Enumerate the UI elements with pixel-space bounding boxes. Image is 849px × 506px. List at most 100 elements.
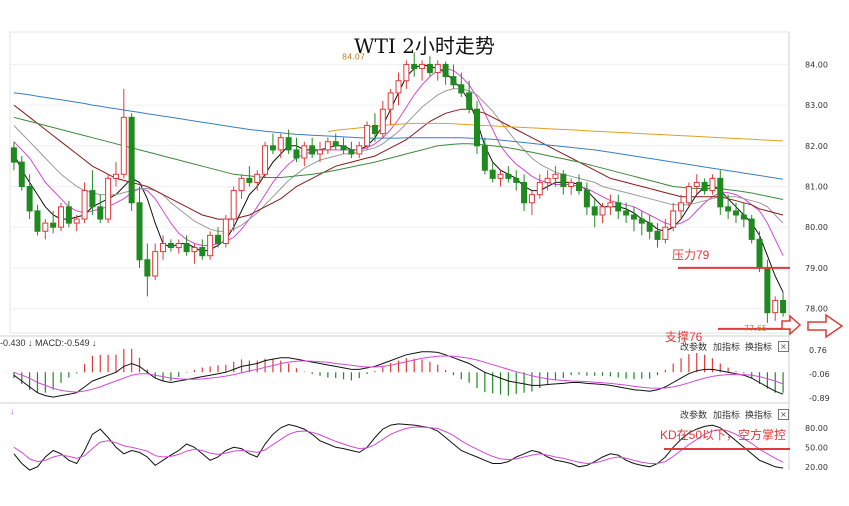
candle-body (591, 206, 598, 216)
chart-frame (0, 31, 790, 470)
candle-body (740, 214, 747, 220)
macd-change-params-button[interactable]: 改参数 (680, 342, 708, 352)
candle-body (717, 177, 724, 208)
high-label: 84.07 (342, 53, 365, 62)
ma-line (327, 122, 784, 142)
down-arrow-icon (781, 314, 802, 336)
candle-body (764, 267, 771, 314)
macd-tick-label: -0.06 (809, 370, 830, 379)
kd-close-button[interactable]: × (778, 409, 789, 420)
candle-body (309, 145, 316, 155)
candle-body (654, 230, 661, 240)
candle-body (599, 206, 606, 216)
candle-body (65, 206, 72, 224)
candle-body (317, 149, 324, 155)
candle-body (513, 177, 520, 183)
candle-body (756, 238, 763, 269)
candle-body (73, 218, 80, 224)
candle-body (191, 247, 198, 253)
candle-body (497, 173, 504, 179)
price-tick-label: 82.00 (805, 142, 828, 151)
ma-line (13, 116, 784, 200)
candlesticks (10, 52, 787, 323)
macd-header: -0.430 ↓ MACD:-0.549 ↓ (0, 338, 97, 348)
candle-body (521, 181, 528, 204)
macd-panel: -0.430 ↓ MACD:-0.549 ↓ 0.76 -0.06 -0.89 (0, 338, 830, 403)
price-tick-label: 80.00 (805, 223, 828, 232)
candle-body (356, 145, 363, 155)
candle-body (246, 177, 253, 183)
kd-add-indicator-button[interactable]: 加指标 (713, 410, 741, 420)
candle-body (489, 169, 496, 179)
candle-body (552, 173, 559, 179)
candle-body (364, 124, 371, 147)
candle-body (662, 226, 669, 240)
ma-line (13, 104, 784, 220)
candle-body (395, 80, 402, 94)
price-tick-label: 78.00 (805, 305, 828, 314)
candle-body (58, 206, 65, 228)
candle-body (379, 108, 386, 135)
candle-body (26, 186, 33, 212)
annotations: 压力79 支撑76 84.07 77.65 (342, 53, 844, 344)
chart-title: WTI 2小时走势 (354, 34, 495, 58)
price-panel-border (9, 31, 790, 334)
macd-switch-indicator-button[interactable]: 换指标 (745, 342, 773, 352)
candle-body (34, 210, 41, 232)
candle-body (269, 145, 276, 151)
candle-body (160, 242, 167, 253)
candle-body (293, 149, 300, 159)
low-label: 77.65 (744, 324, 767, 333)
candle-body (403, 63, 410, 82)
candle-body (128, 116, 135, 204)
candle-body (536, 181, 543, 196)
candle-body (144, 259, 151, 277)
macd-add-indicator-button[interactable]: 加指标 (713, 342, 741, 352)
candle-body (725, 206, 732, 212)
candle-body (112, 173, 119, 179)
candle-body (466, 92, 473, 110)
candle-body (732, 210, 739, 216)
candle-body (340, 145, 347, 151)
candle-body (277, 137, 284, 151)
kd-switch-indicator-button[interactable]: 换指标 (745, 410, 773, 420)
kd-panel: ↓ 80.00 50.00 20.00 KD在50以下，空方掌控 (10, 406, 828, 472)
candle-body (332, 141, 339, 147)
price-tick-label: 84.00 (805, 60, 828, 69)
kd-k-line (13, 423, 784, 471)
candle-body (175, 242, 182, 249)
macd-dif-line (13, 351, 784, 398)
ma-line (13, 88, 784, 232)
price-tick-label: 81.00 (805, 183, 828, 192)
candle-body (638, 218, 645, 224)
candle-body (560, 173, 567, 188)
candle-body (371, 124, 378, 135)
candle-body (693, 181, 700, 188)
candle-body (623, 210, 630, 216)
resistance-label: 压力79 (672, 248, 710, 262)
price-tick-label: 83.00 (805, 101, 828, 110)
candle-body (709, 177, 716, 192)
candle-body (678, 202, 685, 212)
kd-tick-label: 80.00 (805, 424, 828, 433)
candle-body (481, 145, 488, 171)
candle-body (583, 190, 590, 208)
candle-body (670, 210, 677, 228)
candle-body (748, 218, 755, 240)
ma-line (13, 92, 784, 180)
kd-change-params-button[interactable]: 改参数 (680, 410, 708, 420)
macd-close-button[interactable]: × (778, 341, 789, 352)
candle-body (97, 206, 104, 220)
candle-body (544, 177, 551, 183)
macd-dea-line (13, 355, 784, 393)
candle-body (434, 63, 441, 74)
candle-body (199, 247, 206, 257)
candle-body (324, 141, 331, 151)
candle-body (214, 234, 221, 244)
candle-body (780, 299, 787, 314)
candle-body (450, 76, 457, 86)
kd-tick-label: 50.00 (805, 443, 828, 452)
candle-body (89, 190, 96, 208)
candle-body (18, 161, 25, 187)
